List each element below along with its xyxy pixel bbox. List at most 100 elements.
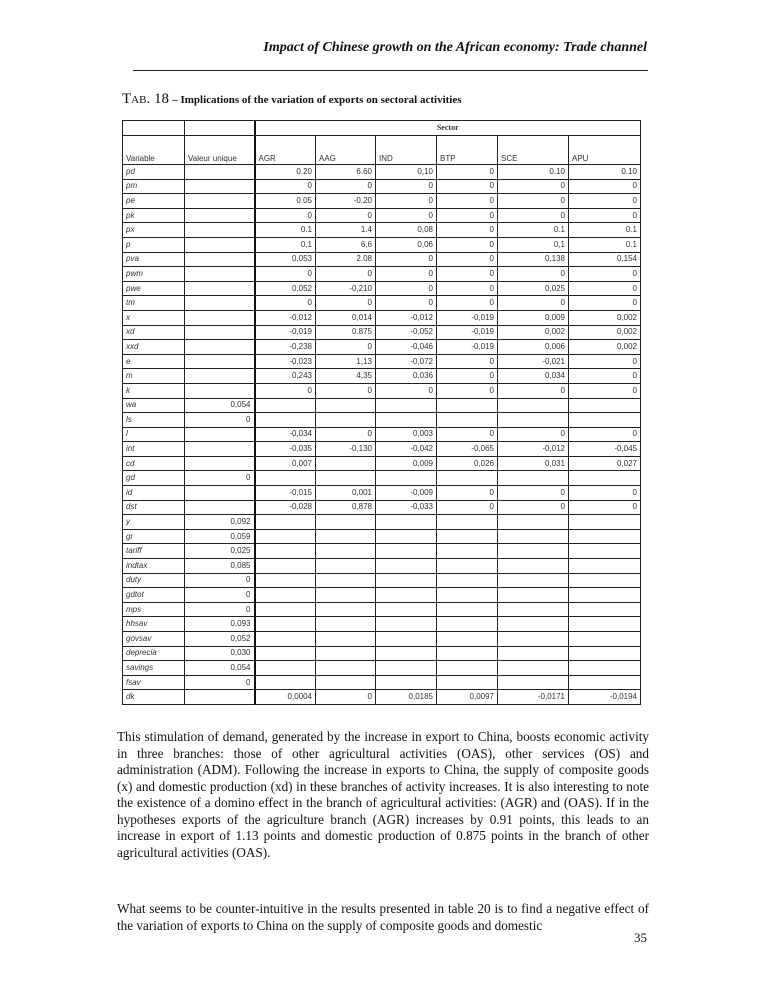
value-cell: [315, 397, 376, 414]
value-cell: 0: [568, 382, 641, 399]
value-cell: 0: [568, 178, 641, 195]
value-cell: [315, 601, 376, 618]
table-row: cd 0,007 0,009 0,026 0,031 0,027: [122, 455, 641, 472]
table-row: gr 0,059: [122, 528, 641, 545]
value-cell: [436, 397, 498, 414]
variable-cell: fsav: [122, 674, 185, 691]
value-cell: [375, 587, 437, 603]
variable-cell: x: [122, 309, 185, 326]
value-cell: -0,019: [436, 339, 498, 355]
table-row: x -0,012 0,014 -0,012 -0,019 0,009 0,002: [122, 309, 641, 326]
value-cell: 0: [184, 412, 255, 428]
table-row: dst -0,028 0,878 -0,033 0 0 0: [122, 499, 641, 516]
value-cell: [375, 397, 437, 414]
value-cell: -0,012: [375, 309, 437, 326]
value-cell: [375, 528, 437, 545]
value-cell: 0: [375, 295, 437, 311]
column-header-row: Variable Valeur unique AGR AAG IND BTP SCE APU: [122, 135, 641, 165]
value-cell: [253, 558, 316, 574]
value-cell: [436, 631, 498, 647]
value-cell: -0,046: [375, 339, 437, 355]
value-cell: 0: [436, 236, 498, 253]
value-cell: 0,1: [497, 236, 569, 253]
value-cell: 0: [497, 485, 569, 501]
value-cell: 0: [253, 207, 316, 224]
value-cell: [315, 528, 376, 545]
value-cell: 0,025: [184, 543, 255, 560]
value-cell: [184, 178, 255, 195]
value-cell: 0: [436, 266, 498, 282]
empty-cell: [122, 120, 185, 136]
empty-cell: [184, 120, 255, 136]
table-row: e -0,023 1,13 -0,072 0 -0,021 0: [122, 353, 641, 370]
value-cell: [436, 514, 498, 530]
value-cell: [497, 645, 569, 662]
value-cell: 0: [436, 295, 498, 311]
value-cell: 0,059: [184, 528, 255, 545]
table-row: savings 0,054: [122, 660, 641, 676]
value-cell: [568, 558, 641, 574]
value-cell: 0: [375, 178, 437, 195]
table-row: pva 0,053 2.08 0 0 0,138 0,154: [122, 251, 641, 268]
value-cell: [568, 616, 641, 632]
value-cell: [315, 616, 376, 632]
table-row: pm 0 0 0 0 0 0: [122, 178, 641, 195]
value-cell: [253, 587, 316, 603]
value-cell: [568, 514, 641, 530]
variable-cell: pe: [122, 193, 185, 209]
value-cell: 0: [436, 368, 498, 384]
value-cell: 0: [315, 266, 376, 282]
value-cell: 0: [184, 470, 255, 487]
value-cell: 0: [497, 193, 569, 209]
value-cell: 0.875: [315, 324, 376, 341]
variable-cell: pwe: [122, 280, 185, 297]
value-cell: -0,033: [375, 499, 437, 516]
value-cell: [375, 470, 437, 487]
value-cell: [253, 616, 316, 632]
table-caption-text: – Implications of the variation of expor…: [172, 94, 462, 106]
value-cell: [497, 558, 569, 574]
value-cell: 0: [315, 339, 376, 355]
value-cell: [253, 543, 316, 560]
table-row: y 0,092: [122, 514, 641, 530]
table-row: xd -0,019 0.875 -0,052 -0,019 0,002 0,002: [122, 324, 641, 341]
page-number: 35: [634, 930, 647, 945]
value-cell: [375, 645, 437, 662]
value-cell: 0,030: [184, 645, 255, 662]
variable-cell: l: [122, 426, 185, 443]
value-cell: 0,054: [184, 397, 255, 414]
value-cell: [315, 660, 376, 676]
value-cell: [497, 587, 569, 603]
value-cell: 0,0097: [436, 689, 498, 705]
value-cell: [436, 674, 498, 691]
value-cell: 1,13: [315, 353, 376, 370]
value-cell: 0: [184, 674, 255, 691]
column-header: Variable: [122, 135, 185, 165]
value-cell: [497, 470, 569, 487]
value-cell: [184, 689, 255, 705]
value-cell: -0,023: [253, 353, 316, 370]
value-cell: 0: [375, 382, 437, 399]
value-cell: [497, 616, 569, 632]
table-row: m 0,243 4,35 0,036 0 0,034 0: [122, 368, 641, 384]
value-cell: [315, 572, 376, 589]
value-cell: 0,002: [568, 309, 641, 326]
variable-cell: xd: [122, 324, 185, 341]
variable-cell: pd: [122, 164, 185, 180]
value-cell: -0,0194: [568, 689, 641, 705]
value-cell: 0,0185: [375, 689, 437, 705]
value-cell: [497, 601, 569, 618]
column-header: SCE: [497, 135, 569, 165]
value-cell: 0,025: [497, 280, 569, 297]
value-cell: 0,027: [568, 455, 641, 472]
paragraph: This stimulation of demand, generated by…: [117, 729, 649, 860]
value-cell: 0,06: [375, 236, 437, 253]
table-row: int -0,035 -0,130 -0,042 -0,065 -0,012 -0,045: [122, 441, 641, 457]
value-cell: [497, 660, 569, 676]
value-cell: [184, 280, 255, 297]
value-cell: 0: [568, 266, 641, 282]
value-cell: -0,0171: [497, 689, 569, 705]
value-cell: 0: [568, 353, 641, 370]
value-cell: -0,210: [315, 280, 376, 297]
